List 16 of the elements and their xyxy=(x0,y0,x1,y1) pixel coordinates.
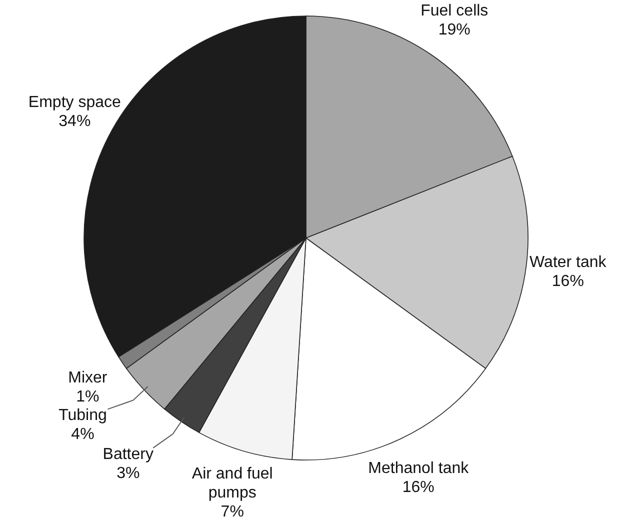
data-label: 19% xyxy=(438,22,470,39)
data-label: 4% xyxy=(71,426,94,444)
slice-label: Battery xyxy=(102,446,154,463)
slice-label: Fuel cells xyxy=(420,2,488,20)
data-label: 16% xyxy=(552,273,584,290)
data-label: 7% xyxy=(220,504,244,521)
slice-label: Water tank xyxy=(530,254,608,272)
slice-label: Mixer xyxy=(68,369,108,386)
slice-label: Tubing xyxy=(58,407,107,424)
slice-label: Air and fuel pumps xyxy=(192,466,273,502)
slice-label: Methanol tank xyxy=(368,460,470,477)
slice-label: Empty space xyxy=(28,94,121,111)
data-label: 34% xyxy=(58,112,91,130)
data-label: 16% xyxy=(402,478,434,496)
data-label: 1% xyxy=(76,388,100,406)
data-label: 3% xyxy=(116,464,140,482)
